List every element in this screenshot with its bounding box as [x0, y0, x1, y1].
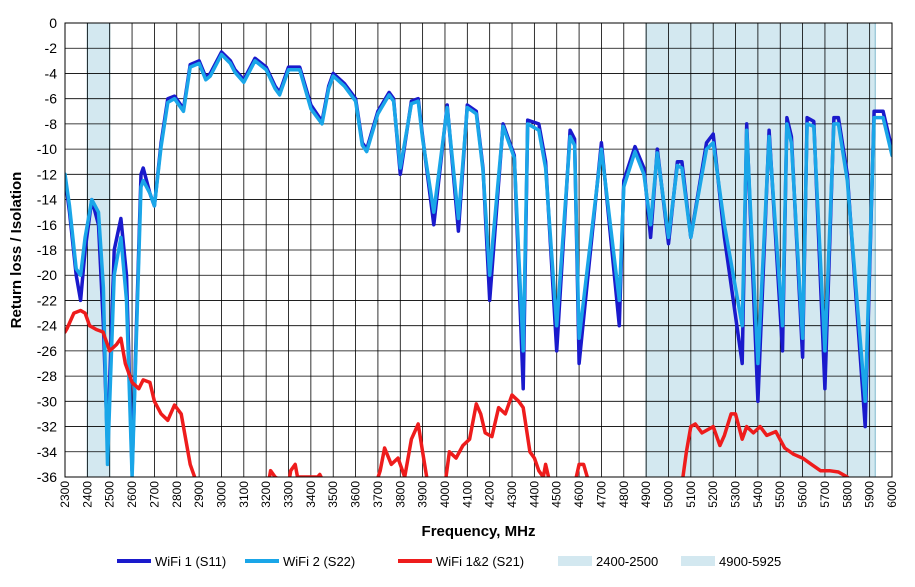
legend-label-band-2400: 2400-2500	[596, 554, 658, 569]
x-tick-label-3: 2600	[125, 481, 139, 508]
x-tick-label-34: 5700	[818, 481, 832, 508]
x-tick-label-22: 4500	[550, 481, 564, 508]
legend-label-wifi1: WiFi 1 (S11)	[155, 554, 226, 569]
x-tick-label-25: 4800	[617, 481, 631, 508]
y-tick-label-13: -26	[37, 343, 57, 359]
x-tick-label-21: 4400	[527, 481, 541, 508]
x-tick-label-31: 5400	[751, 481, 765, 508]
x-tick-label-27: 5000	[661, 481, 675, 508]
x-tick-label-28: 5100	[684, 481, 698, 508]
y-tick-label-1: -2	[45, 40, 58, 56]
x-tick-label-15: 3800	[393, 481, 407, 508]
x-tick-label-30: 5300	[729, 481, 743, 508]
x-tick-label-10: 3300	[282, 481, 296, 508]
y-tick-label-0: 0	[49, 15, 57, 31]
x-tick-label-26: 4900	[639, 481, 653, 508]
y-tick-label-17: -34	[37, 444, 57, 460]
y-tick-label-7: -14	[37, 192, 57, 208]
x-tick-label-6: 2900	[192, 481, 206, 508]
x-tick-label-9: 3200	[259, 481, 273, 508]
y-tick-label-15: -30	[37, 393, 57, 409]
x-tick-label-7: 3000	[214, 481, 228, 508]
x-tick-label-37: 6000	[885, 481, 899, 508]
series-line-1	[65, 52, 892, 477]
x-tick-label-24: 4700	[594, 481, 608, 508]
x-tick-label-4: 2700	[147, 481, 161, 508]
y-tick-label-3: -6	[45, 91, 58, 107]
x-tick-label-16: 3900	[416, 481, 430, 508]
y-tick-label-8: -16	[37, 217, 57, 233]
x-tick-labels: 2300 2400 2500 2600 2700 2800 2900 3000 3100 3200…	[58, 481, 899, 508]
x-tick-label-11: 3400	[304, 481, 318, 508]
y-tick-label-4: -8	[45, 116, 58, 132]
x-tick-label-12: 3500	[326, 481, 340, 508]
x-tick-label-36: 5900	[863, 481, 877, 508]
y-tick-label-10: -20	[37, 267, 57, 283]
x-tick-label-23: 4600	[572, 481, 586, 508]
y-tick-labels: 0 -2 -4 -6 -8 -10 -12 -14 -16 -18 -20 -22 -24 -26 -28 -…	[37, 15, 57, 485]
x-tick-label-33: 5600	[796, 481, 810, 508]
legend: WiFi 1 (S11) WiFi 2 (S22) WiFi 1&2 (S21)…	[117, 554, 781, 569]
x-tick-label-1: 2400	[80, 481, 94, 508]
y-tick-label-11: -22	[37, 292, 57, 308]
x-tick-label-29: 5200	[706, 481, 720, 508]
x-axis-title: Frequency, MHz	[422, 523, 536, 540]
y-tick-label-18: -36	[37, 469, 57, 485]
y-tick-label-14: -28	[37, 368, 57, 384]
y-tick-label-6: -12	[37, 166, 57, 182]
y-axis-title: Return loss / Isolation	[8, 172, 25, 329]
x-tick-label-17: 4000	[438, 481, 452, 508]
x-tick-label-8: 3100	[237, 481, 251, 508]
x-tick-label-14: 3700	[371, 481, 385, 508]
x-tick-label-5: 2800	[170, 481, 184, 508]
series-lines	[65, 50, 892, 477]
y-tick-label-5: -10	[37, 141, 57, 157]
y-tick-label-12: -24	[37, 318, 57, 334]
series-line-2	[65, 308, 850, 477]
x-tick-label-20: 4300	[505, 481, 519, 508]
x-tick-label-19: 4200	[483, 481, 497, 508]
x-tick-label-32: 5500	[773, 481, 787, 508]
legend-label-band-4900: 4900-5925	[719, 554, 781, 569]
y-tick-label-2: -4	[45, 65, 58, 81]
legend-label-wifi12: WiFi 1&2 (S21)	[436, 554, 524, 569]
x-tick-label-2: 2500	[103, 481, 117, 508]
x-tick-label-35: 5800	[840, 481, 854, 508]
x-tick-label-13: 3600	[349, 481, 363, 508]
x-tick-label-18: 4100	[460, 481, 474, 508]
y-tick-label-9: -18	[37, 242, 57, 258]
legend-label-wifi2: WiFi 2 (S22)	[283, 554, 355, 569]
y-tick-label-16: -32	[37, 419, 57, 435]
plot-frame	[64, 22, 893, 478]
x-tick-label-0: 2300	[58, 481, 72, 508]
